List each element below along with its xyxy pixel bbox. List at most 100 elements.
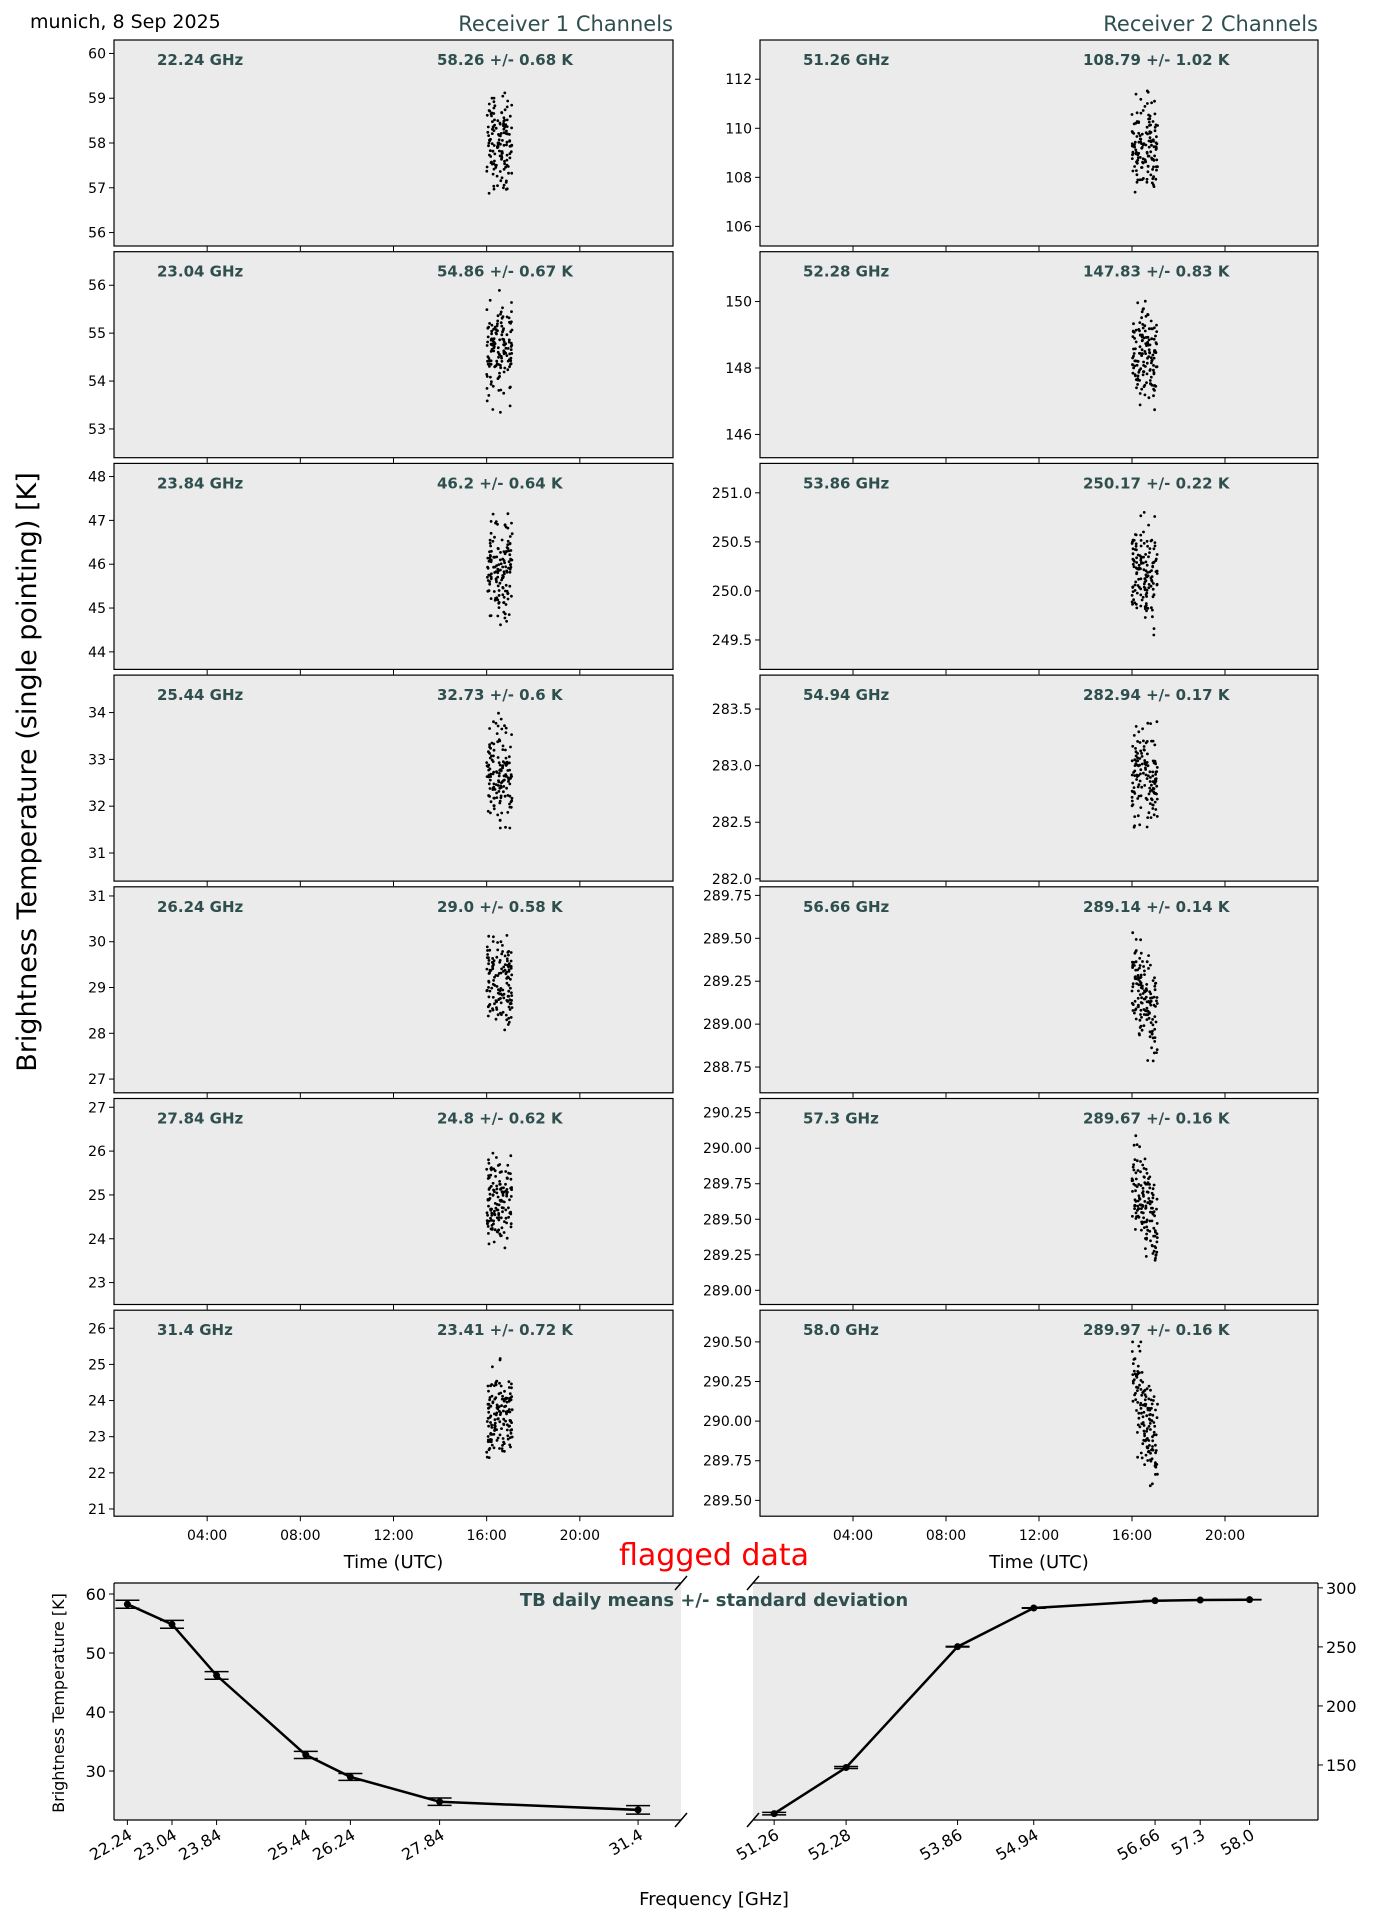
channel-panel: 146 148 150 52.28 GHz 147.83 +/- 0.83 K [725, 251, 1319, 463]
data-point [1131, 963, 1135, 967]
x-tick-label: 31.4 [606, 1825, 646, 1859]
channel-frequency-label: 27.84 GHz [157, 1110, 244, 1128]
data-point [1145, 361, 1149, 365]
channel-panel: 31 32 33 34 25.44 GHz 32.73 +/- 0.6 K [88, 674, 674, 887]
data-point [499, 132, 503, 135]
data-point [1145, 1171, 1149, 1175]
data-point [502, 183, 506, 187]
data-point [507, 1408, 511, 1411]
data-point [1150, 1046, 1153, 1050]
data-point [488, 948, 492, 952]
data-point [1141, 143, 1145, 147]
data-point [493, 118, 496, 122]
axis-break-mark [674, 1812, 688, 1828]
data-point [1155, 1048, 1159, 1051]
data-point [492, 748, 496, 752]
data-point [507, 989, 511, 993]
data-point [490, 111, 494, 115]
channel-panel: 288.75 289.00 289.25 289.50 289.75 56.66 GHz 2… [703, 886, 1319, 1098]
data-point [1130, 989, 1134, 993]
mean-point [954, 1643, 962, 1651]
data-point [487, 394, 491, 397]
data-point [1149, 1459, 1153, 1462]
data-point [1139, 1388, 1143, 1391]
data-point [1134, 1199, 1138, 1203]
data-point [488, 1398, 491, 1402]
data-point [1141, 157, 1145, 161]
data-point [509, 558, 513, 562]
data-point [1148, 117, 1151, 121]
data-point [1155, 1236, 1159, 1239]
data-point [1136, 797, 1140, 800]
data-point [492, 1188, 495, 1192]
data-point [489, 359, 493, 363]
data-point [1146, 170, 1150, 174]
data-point [1149, 1451, 1152, 1455]
channel-frequency-label: 56.66 GHz [803, 898, 890, 916]
data-point [1152, 1249, 1156, 1253]
data-point [488, 968, 492, 972]
data-point [500, 333, 504, 337]
y-tick-label: 48 [88, 470, 106, 486]
y-tick-label: 57 [88, 181, 106, 197]
data-point [1150, 739, 1153, 743]
data-point [1155, 135, 1158, 139]
data-point [494, 1175, 497, 1178]
data-point [492, 720, 495, 724]
data-point [1136, 785, 1140, 789]
data-point [509, 330, 513, 334]
y-tick-label: 59 [88, 91, 106, 107]
data-point [1151, 1252, 1155, 1255]
data-point [1131, 1165, 1135, 1169]
data-point [1133, 601, 1137, 605]
channel-frequency-label: 57.3 GHz [803, 1110, 879, 1128]
data-point [498, 338, 502, 342]
data-point [492, 754, 495, 758]
data-point [509, 965, 513, 968]
data-point [510, 594, 513, 598]
data-point [1132, 598, 1135, 602]
data-point [1134, 1017, 1138, 1021]
data-point [1154, 1020, 1158, 1024]
data-point [489, 575, 493, 579]
data-point [1147, 348, 1151, 352]
data-point [1150, 143, 1153, 147]
data-point [489, 520, 493, 523]
data-point [487, 141, 491, 145]
data-point [1149, 1398, 1153, 1402]
data-point [492, 187, 496, 191]
y-tick-label: 200 [1326, 1697, 1357, 1716]
data-point [1149, 963, 1152, 967]
data-point [1151, 615, 1154, 619]
data-point [1139, 544, 1143, 548]
data-point [507, 1005, 511, 1009]
y-tick-label: 45 [88, 601, 106, 617]
data-point [1145, 1225, 1149, 1229]
data-point [1131, 152, 1135, 155]
data-point [1139, 1024, 1143, 1028]
data-point [1145, 1414, 1149, 1418]
data-point [485, 387, 489, 390]
data-point [507, 171, 510, 175]
data-point [505, 619, 508, 623]
data-point [505, 1221, 508, 1225]
data-point [1140, 132, 1144, 136]
data-point [489, 1404, 493, 1408]
data-point [1144, 560, 1148, 564]
data-point [496, 974, 500, 977]
y-tick-label: 289.25 [703, 974, 752, 990]
data-point [504, 775, 508, 778]
data-point [505, 570, 509, 574]
data-point [500, 356, 503, 360]
y-tick-label: 289.75 [703, 888, 752, 904]
data-point [1134, 580, 1138, 584]
channel-stats-label: 54.86 +/- 0.67 K [437, 263, 574, 281]
data-point [1155, 330, 1159, 333]
data-point [1152, 813, 1156, 817]
data-point [1143, 105, 1147, 108]
data-point [497, 779, 500, 782]
x-tick-label: 20:00 [1205, 1528, 1245, 1544]
data-point [1145, 180, 1149, 184]
data-point [503, 963, 507, 966]
